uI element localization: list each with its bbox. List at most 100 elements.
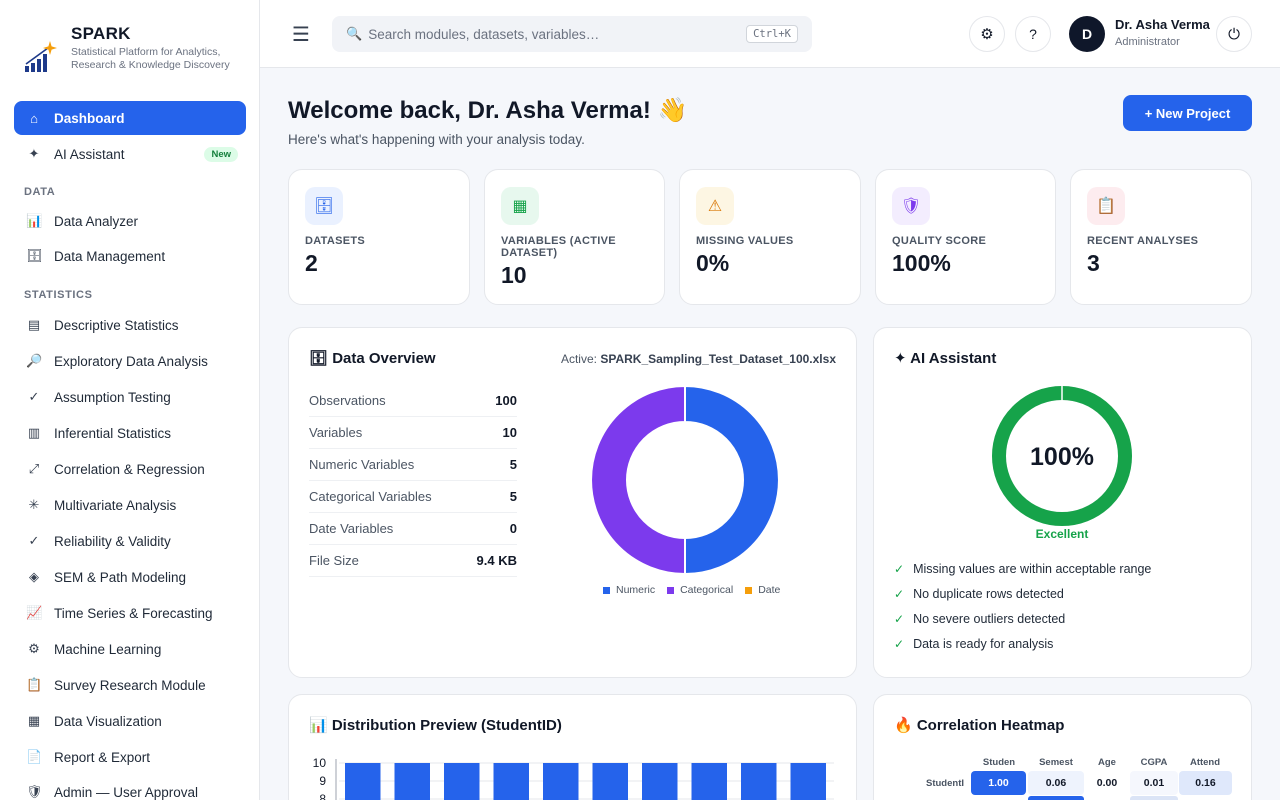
question-icon: ? (1029, 26, 1037, 42)
stat-value: 100% (892, 250, 951, 276)
sidebar-item-correlation-regression[interactable]: ⤢ Correlation & Regression (14, 451, 246, 487)
stat-label: MISSING VALUES (696, 235, 794, 247)
check-icon: ✓ (894, 612, 905, 626)
overview-value: 0 (509, 521, 517, 536)
sidebar-item-label: Survey Research Module (54, 677, 206, 693)
heatmap-cell[interactable]: 1.00 (971, 771, 1026, 795)
page-subtitle: Here's what's happening with your analys… (288, 132, 585, 147)
sidebar-item-label: Data Visualization (54, 713, 162, 729)
distribution-bar (345, 763, 381, 800)
shield-icon: 🛡 (26, 784, 43, 799)
sidebar-item-machine-learning[interactable]: ⚙ Machine Learning (14, 631, 246, 667)
sidebar-item-sem-path-modeling[interactable]: ◈ SEM & Path Modeling (14, 559, 246, 595)
avatar[interactable]: D (1069, 16, 1105, 52)
sidebar-item-reliability-validity[interactable]: ✓ Reliability & Validity (14, 523, 246, 559)
stat-value: 3 (1087, 250, 1100, 276)
quality-gauge: 100% (992, 386, 1132, 526)
stat-card-quality-score[interactable]: 🛡 QUALITY SCORE 100% (875, 169, 1056, 305)
power-icon: ⏻ (1228, 25, 1240, 43)
y-tick-label: 10 (313, 756, 327, 770)
sidebar-item-label: Descriptive Statistics (54, 317, 179, 333)
check-icon: ✓ (28, 533, 40, 548)
new-project-button[interactable]: + New Project (1123, 95, 1252, 131)
distribution-bar (444, 763, 480, 800)
stat-value: 0% (696, 250, 730, 276)
overview-key: Date Variables (309, 521, 394, 536)
sidebar-item-data-management[interactable]: 🗄 Data Management (14, 239, 246, 273)
search-bar[interactable]: 🔍 Ctrl+K (332, 16, 812, 52)
new-badge: New (204, 146, 238, 162)
sidebar-item-admin-user-approval[interactable]: 🛡 Admin — User Approval (14, 775, 246, 800)
check-item: ✓ Data is ready for analysis (894, 637, 1054, 651)
distribution-bar (493, 763, 529, 800)
stat-card-datasets[interactable]: 🗄 DATASETS 2 (288, 169, 470, 305)
overview-value: 5 (509, 489, 517, 504)
sidebar-item-label: Report & Export (54, 749, 151, 765)
grid-icon: ▦ (501, 187, 539, 225)
sidebar-item-data-visualization[interactable]: ▦ Data Visualization (14, 703, 246, 739)
overview-key: File Size (309, 553, 359, 568)
page-title: Welcome back, Dr. Asha Verma! 👋 (288, 97, 688, 124)
overview-key: Variables (309, 425, 363, 440)
stat-card-variables[interactable]: ▦ VARIABLES (ACTIVE DATASET) 10 (484, 169, 665, 305)
logout-button[interactable]: ⏻ (1216, 16, 1252, 52)
sidebar-item-multivariate-analysis[interactable]: ✳ Multivariate Analysis (14, 487, 246, 523)
distribution-bar-chart: 10 9 8 (313, 756, 834, 800)
gear-icon: ⚙ (980, 26, 994, 43)
sidebar-item-label: AI Assistant (54, 146, 125, 162)
menu-toggle-icon[interactable]: ☰ (292, 24, 310, 46)
brand[interactable]: SPARK Statistical Platform for Analytics… (0, 0, 259, 96)
sidebar: SPARK Statistical Platform for Analytics… (0, 0, 260, 800)
sidebar-item-report-export[interactable]: 📄 Report & Export (14, 739, 246, 775)
help-button[interactable]: ? (1015, 16, 1051, 52)
gauge-score: 100% (1030, 443, 1094, 471)
settings-button[interactable]: ⚙ (969, 16, 1005, 52)
heatmap-cell[interactable]: 0.06 (1028, 771, 1084, 795)
sidebar-item-exploratory-data-analysis[interactable]: 🔎 Exploratory Data Analysis (14, 343, 246, 379)
sidebar-item-descriptive-statistics[interactable]: ▤ Descriptive Statistics (14, 307, 246, 343)
distribution-bar (741, 763, 777, 800)
sidebar-item-assumption-testing[interactable]: ✓ Assumption Testing (14, 379, 246, 415)
stat-card-recent-analyses[interactable]: 📋 RECENT ANALYSES 3 (1070, 169, 1252, 305)
sidebar-item-label: Data Management (54, 248, 166, 264)
quality-rating: Excellent (1035, 527, 1089, 541)
sidebar-item-label: Admin — User Approval (54, 784, 199, 800)
overview-value: 5 (509, 457, 517, 472)
heatmap-column-header: CGPA (1140, 757, 1168, 768)
sidebar-item-time-series-forecasting[interactable]: 📈 Time Series & Forecasting (14, 595, 246, 631)
check-item: ✓ No severe outliers detected (894, 612, 1066, 626)
sidebar-item-survey-research-module[interactable]: 📋 Survey Research Module (14, 667, 246, 703)
sidebar-item-ai-assistant[interactable]: ✦ AI Assistant New (14, 137, 246, 171)
heatmap-cell[interactable]: 0.01 (1130, 771, 1178, 795)
heatmap-cell[interactable]: 0.16 (1179, 771, 1232, 795)
sidebar-item-label: Exploratory Data Analysis (54, 353, 208, 369)
heatmap-column-header: Semest (1039, 757, 1073, 768)
nav-section-statistics: STATISTICS (24, 289, 93, 301)
sidebar-item-label: Machine Learning (54, 641, 162, 657)
chart-legend: Numeric Categorical Date (603, 584, 792, 596)
sparkle-icon: ✦ (28, 146, 40, 161)
magnifier-icon: 🔎 (26, 353, 43, 368)
trend-icon: 📈 (26, 605, 43, 620)
overview-row: Variables 10 (309, 417, 517, 449)
ai-assistant-panel: ✦ AI Assistant 100% Excellent ✓ Missing … (873, 327, 1252, 678)
overview-value: 100 (495, 393, 517, 408)
data-overview-panel: 🗄 Data Overview Active: SPARK_Sampling_T… (288, 327, 857, 678)
overview-key: Numeric Variables (309, 457, 415, 472)
sidebar-item-label: Inferential Statistics (54, 425, 172, 441)
heatmap-cell[interactable]: 0.00 (1086, 771, 1128, 795)
check-item: ✓ Missing values are within acceptable r… (894, 562, 1152, 576)
panel-title: 🗄 Data Overview (309, 350, 436, 367)
bar-chart-icon: 📊 (26, 213, 43, 228)
sidebar-item-inferential-statistics[interactable]: ▥ Inferential Statistics (14, 415, 246, 451)
sidebar-item-data-analyzer[interactable]: 📊 Data Analyzer (14, 204, 246, 238)
y-tick-label: 9 (319, 774, 326, 788)
nav-section-data: DATA (24, 186, 56, 198)
search-input[interactable] (368, 26, 747, 42)
shield-icon: 🛡 (892, 187, 930, 225)
sidebar-item-label: Time Series & Forecasting (54, 605, 213, 621)
sidebar-item-dashboard[interactable]: ⌂ Dashboard (14, 101, 246, 135)
sidebar-item-label: Reliability & Validity (54, 533, 171, 549)
stat-card-missing-values[interactable]: ⚠ MISSING VALUES 0% (679, 169, 861, 305)
active-dataset: Active: SPARK_Sampling_Test_Dataset_100.… (561, 352, 836, 366)
